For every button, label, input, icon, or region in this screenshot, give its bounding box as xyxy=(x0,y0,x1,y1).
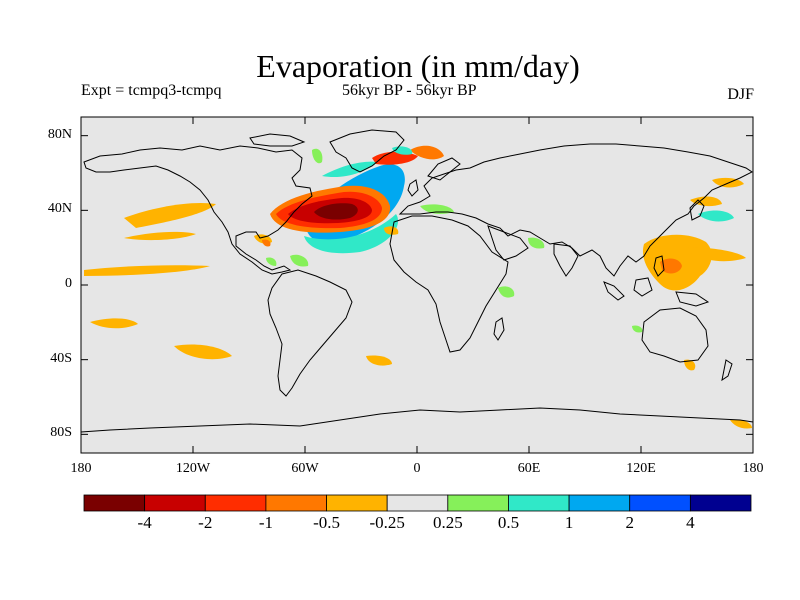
colorbar-label: -2 xyxy=(198,513,213,532)
coastlines xyxy=(80,129,754,433)
lat-tick-label: 80S xyxy=(50,425,72,441)
lat-tick-label: 80N xyxy=(47,126,72,142)
lon-tick-label: 60W xyxy=(291,461,319,476)
colorbar-label: -0.5 xyxy=(313,513,340,532)
lon-tick-label: 60E xyxy=(517,461,541,476)
anomaly-spac-band xyxy=(90,318,138,329)
anomaly-atlantic-teal xyxy=(322,161,378,178)
anomaly-pacific-cyan xyxy=(698,210,734,222)
coastline-india xyxy=(553,243,579,277)
lon-tick-label: 180 xyxy=(742,461,764,476)
colorbar-swatch xyxy=(508,494,570,512)
coastline-new-guinea xyxy=(675,291,710,307)
anomaly-pacific-band xyxy=(684,247,746,262)
anomaly-kuroshio-orange xyxy=(690,196,722,207)
anomaly-spac-orange xyxy=(174,344,232,360)
colorbar-swatch xyxy=(386,494,449,512)
anomaly-npac-band xyxy=(124,202,216,228)
coastline-new-zealand xyxy=(721,359,733,382)
lat-tick-label: 40S xyxy=(50,350,72,366)
coastline-borneo xyxy=(633,277,653,297)
coastline-antarctica xyxy=(80,407,754,433)
anomaly-mexico-green xyxy=(266,257,277,266)
anomaly-southern-orange xyxy=(730,419,752,429)
colorbar-swatch xyxy=(83,494,146,512)
colorbar-swatch xyxy=(204,494,267,512)
colorbar-swatch xyxy=(326,494,388,512)
colorbar xyxy=(83,494,752,512)
colorbar-swatch xyxy=(144,494,206,512)
anomaly-australia-green xyxy=(632,325,643,333)
anomaly-nordic-orange xyxy=(410,145,444,160)
anomaly-nordic-red xyxy=(372,151,418,165)
coastline-australia xyxy=(641,307,709,363)
colorbar-swatch xyxy=(689,494,752,512)
experiment-label: Expt = tcmpq3-tcmpq xyxy=(81,82,222,99)
colorbar-swatch xyxy=(568,494,631,512)
anomaly-westafrica-orange xyxy=(384,226,399,235)
coastline-british-isles xyxy=(407,179,419,197)
lon-tick-label: 120E xyxy=(626,461,656,476)
coastline-madagascar xyxy=(493,317,505,341)
map-background xyxy=(81,117,753,453)
chart-title: Evaporation (in mm/day) xyxy=(256,48,580,84)
colorbar-swatch xyxy=(629,494,691,512)
coastline-arabia xyxy=(487,225,529,261)
colorbar-label: 0.25 xyxy=(432,513,463,532)
colorbar-label: 1 xyxy=(564,513,574,532)
anomaly-labrador-green xyxy=(312,148,323,164)
coastline-arctic-islands xyxy=(249,133,306,147)
colorbar-label: 2 xyxy=(625,513,634,532)
coastline-africa xyxy=(389,215,509,353)
lat-tick-label: 40N xyxy=(47,201,72,217)
anomaly-pacific-west-orange xyxy=(660,258,682,274)
lon-tick-label: 120W xyxy=(175,461,211,476)
anomaly-tasman-orange xyxy=(684,359,696,371)
colorbar-label: 4 xyxy=(686,513,695,532)
coastline-north-america xyxy=(83,145,313,275)
colorbar-label: -0.25 xyxy=(369,513,405,532)
colorbar-swatch xyxy=(447,494,509,512)
anomaly-indian-green xyxy=(498,286,515,298)
anomaly-eqpac-band xyxy=(84,265,210,276)
coastline-greenland xyxy=(329,129,405,173)
colorbar-label: -4 xyxy=(137,513,152,532)
anomaly-atlantic-cyan xyxy=(304,214,399,254)
longitude-ticks xyxy=(80,117,754,453)
anomaly-arabian-green xyxy=(528,237,545,249)
coastline-scandinavia xyxy=(427,157,461,181)
coastline-japan xyxy=(689,199,705,221)
colorbar-label: -1 xyxy=(258,513,273,532)
colorbar-label: 0.5 xyxy=(497,513,520,532)
lon-tick-label: 180 xyxy=(70,461,92,476)
coastline-philippines xyxy=(653,255,665,277)
coastline-eurasia xyxy=(398,143,753,277)
colorbar-swatch xyxy=(265,494,327,512)
anomaly-gulf-red xyxy=(262,239,271,247)
anomaly-atlantic-core xyxy=(314,203,358,220)
coastline-sumatra xyxy=(603,281,625,301)
season-label: DJF xyxy=(727,86,754,103)
period-label: 56kyr BP - 56kyr BP xyxy=(342,82,477,99)
anomaly-npac-band2 xyxy=(124,231,196,241)
lat-tick-label: 0 xyxy=(65,276,72,291)
anomaly-caribbean-green xyxy=(290,254,309,267)
anomaly-satl-orange xyxy=(366,355,392,366)
coastline-south-america xyxy=(267,269,353,397)
latitude-ticks xyxy=(81,135,753,435)
lon-tick-label: 0 xyxy=(413,461,421,476)
